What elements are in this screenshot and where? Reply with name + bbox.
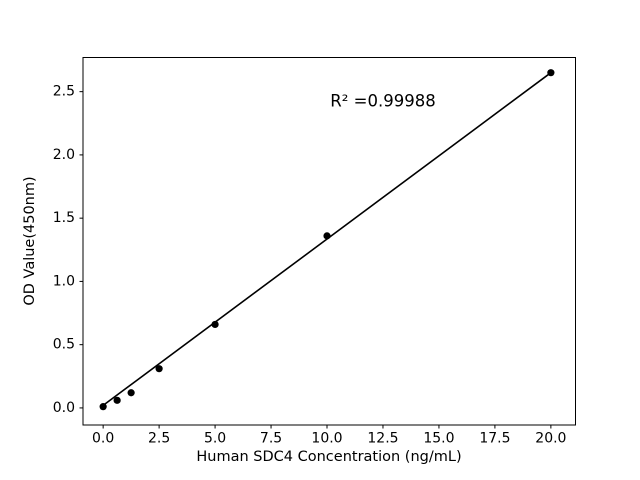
plot-border (82, 57, 576, 426)
x-tick-label: 0.0 (92, 431, 114, 447)
x-axis-label: Human SDC4 Concentration (ng/mL) (196, 449, 462, 465)
x-tick-label: 20.0 (535, 431, 566, 447)
x-tick-label: 17.5 (479, 431, 510, 447)
data-point (113, 396, 121, 404)
y-tick-label: 1.5 (53, 210, 75, 226)
y-tick-label: 2.0 (53, 147, 75, 163)
x-tick-label: 7.5 (260, 431, 282, 447)
data-point (155, 365, 163, 373)
data-point (323, 232, 331, 240)
y-tick-label: 0.5 (53, 337, 75, 353)
r-squared-annotation: R² =0.99988 (330, 91, 436, 111)
y-tick-label: 1.0 (53, 273, 75, 289)
y-tick-label: 0.0 (53, 400, 75, 416)
x-tick-label: 10.0 (311, 431, 342, 447)
y-tick-label: 2.5 (53, 84, 75, 100)
data-point (211, 320, 219, 329)
data-point (99, 403, 107, 411)
y-axis-label: OD Value(450nm) (22, 176, 38, 306)
x-tick-label: 15.0 (423, 431, 454, 447)
data-point (547, 69, 555, 77)
x-tick-label: 5.0 (204, 431, 226, 447)
x-tick-label: 12.5 (367, 431, 398, 447)
data-point (127, 389, 135, 397)
x-tick-label: 2.5 (148, 431, 170, 447)
